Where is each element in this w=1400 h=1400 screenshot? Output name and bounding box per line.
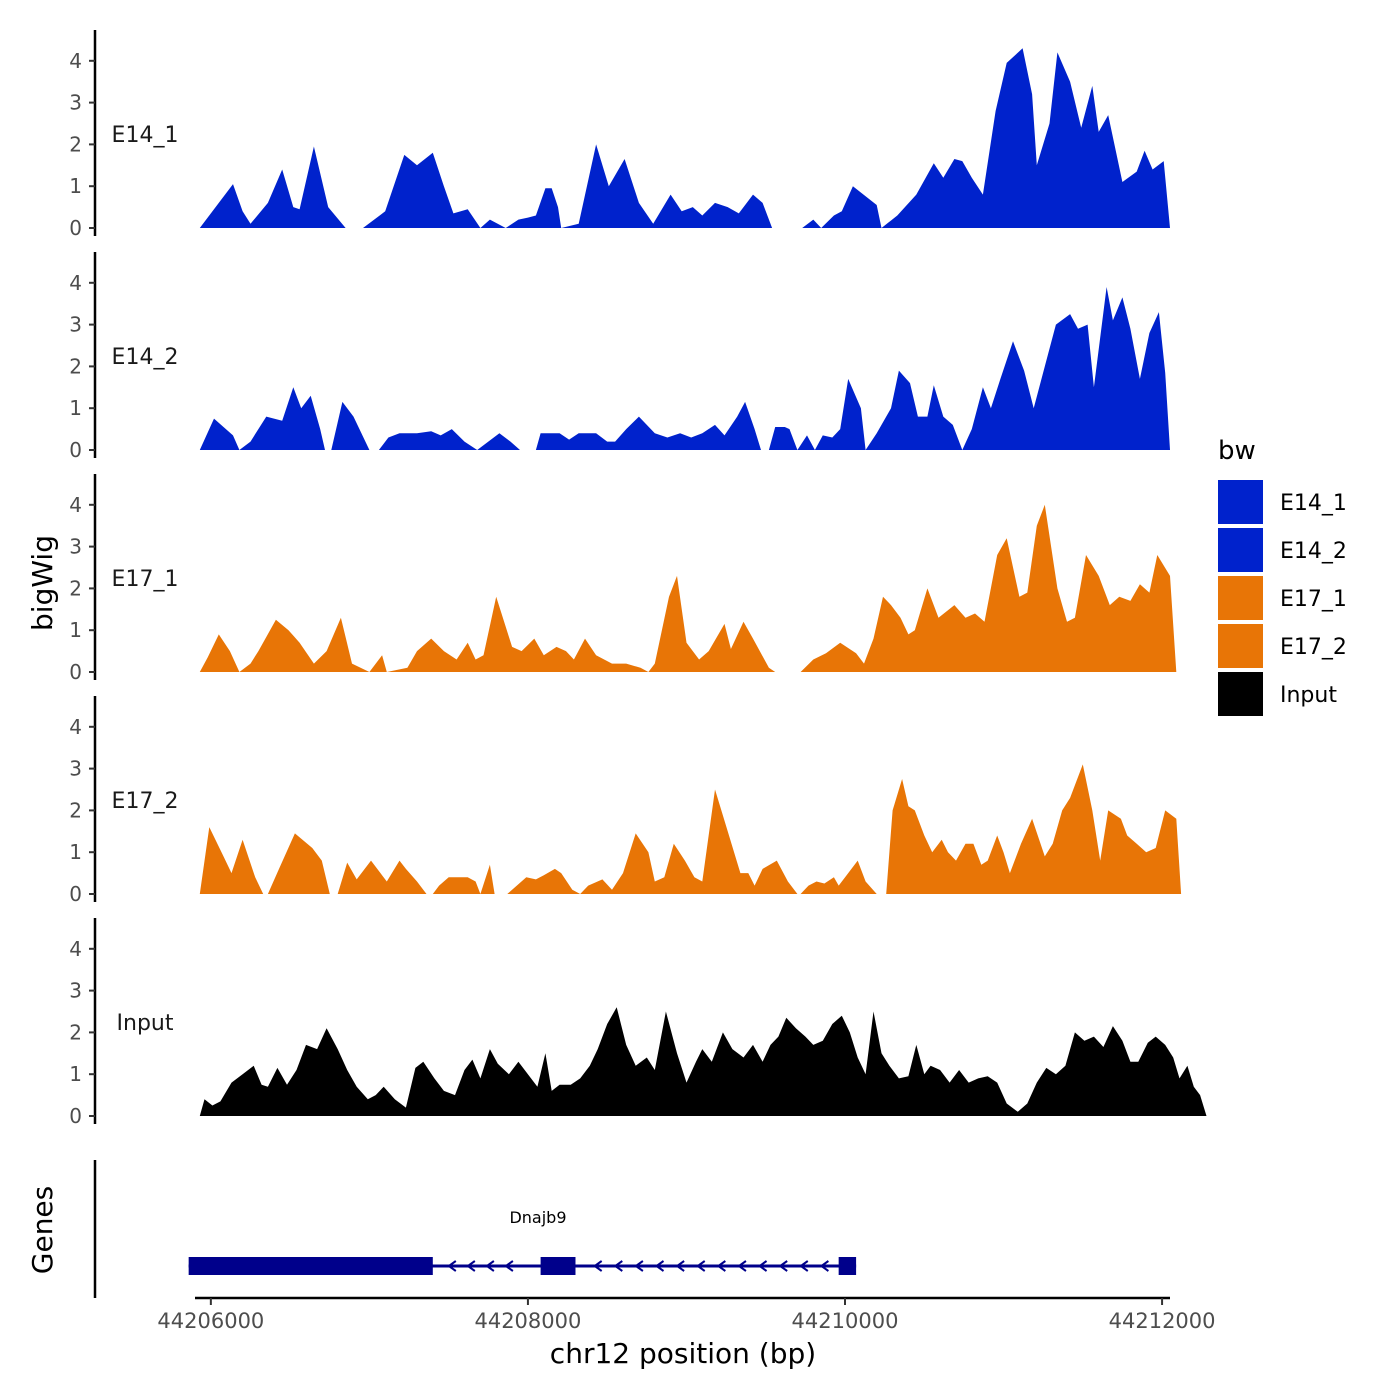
y-tick-label: 1 xyxy=(69,1062,82,1086)
x-tick-label: 44212000 xyxy=(1109,1309,1216,1333)
y-tick-label: 1 xyxy=(69,174,82,198)
y-tick-label: 1 xyxy=(69,840,82,864)
y-tick-label: 4 xyxy=(69,49,82,73)
strand-arrow xyxy=(592,1260,603,1272)
track-panel-E14_2: 0 1 2 3 4 E14_2 xyxy=(69,252,1171,462)
y-tick-label: 1 xyxy=(69,618,82,642)
legend: bw E14_1 E14_2 E17_1 E17_2 Input xyxy=(1218,436,1347,716)
coverage-area-E14_2 xyxy=(199,287,1171,450)
strand-arrow xyxy=(466,1260,476,1272)
strand-arrow xyxy=(485,1260,495,1272)
track-panel-E17_2: 0 1 2 3 4 E17_2 xyxy=(69,696,1182,906)
y-tick-label: 2 xyxy=(69,132,82,156)
track-label: Input xyxy=(117,1011,174,1036)
strand-arrow xyxy=(447,1260,457,1272)
y-tick-label: 2 xyxy=(69,576,82,600)
y-tick-label: 0 xyxy=(69,216,82,240)
legend-label: E14_1 xyxy=(1280,491,1347,516)
legend-swatch xyxy=(1218,528,1263,572)
legend-item-E14_2: E14_2 xyxy=(1218,528,1347,572)
coverage-area-E17_2 xyxy=(199,764,1182,894)
legend-swatch xyxy=(1218,624,1263,668)
gene-exon xyxy=(540,1257,576,1275)
legend-item-Input: Input xyxy=(1218,672,1337,716)
strand-arrow xyxy=(799,1260,809,1272)
track-label: E14_2 xyxy=(112,345,179,370)
coverage-area-E14_1 xyxy=(199,48,1171,228)
gene-name-label: Dnajb9 xyxy=(509,1208,566,1227)
y-tick-label: 0 xyxy=(69,660,82,684)
legend-swatch xyxy=(1218,480,1263,524)
legend-item-E14_1: E14_1 xyxy=(1218,480,1347,524)
strand-arrow xyxy=(819,1260,829,1272)
strand-arrow xyxy=(737,1260,747,1272)
strand-arrow xyxy=(654,1260,665,1272)
gene-exon xyxy=(188,1257,433,1275)
gene-track-label: Genes xyxy=(26,1186,59,1274)
strand-arrow xyxy=(504,1260,514,1272)
y-tick-label: 0 xyxy=(69,882,82,906)
strand-arrow xyxy=(675,1260,685,1272)
track-panels: 0 1 2 3 4 E14_1 0 1 2 3 4 E14_2 0 1 2 3 4 E17_1 0 1 2 3 4 E17_2… xyxy=(69,30,1207,1128)
x-tick-label: 44208000 xyxy=(474,1309,581,1333)
legend-label: Input xyxy=(1280,683,1337,708)
legend-swatch xyxy=(1218,672,1263,716)
x-axis: 44206000 44208000 44210000 44212000 xyxy=(157,1296,1216,1333)
track-label: E14_1 xyxy=(112,123,179,148)
strand-arrow xyxy=(696,1260,706,1272)
track-label: E17_2 xyxy=(112,789,179,814)
y-tick-label: 0 xyxy=(69,1104,82,1128)
legend-label: E17_1 xyxy=(1280,587,1347,612)
y-tick-label: 3 xyxy=(69,757,82,781)
track-label: E17_1 xyxy=(112,567,179,592)
y-tick-label: 3 xyxy=(69,313,82,337)
legend-item-E17_2: E17_2 xyxy=(1218,624,1347,668)
y-tick-label: 2 xyxy=(69,354,82,378)
y-tick-label: 1 xyxy=(69,396,82,420)
y-tick-label: 4 xyxy=(69,271,82,295)
y-tick-label: 4 xyxy=(69,493,82,517)
legend-title: bw xyxy=(1218,436,1256,466)
x-tick-label: 44206000 xyxy=(157,1309,264,1333)
y-tick-label: 4 xyxy=(69,937,82,961)
y-tick-label: 0 xyxy=(69,438,82,462)
coverage-area-Input xyxy=(199,1007,1207,1116)
legend-swatch xyxy=(1218,576,1263,620)
y-tick-label: 3 xyxy=(69,91,82,115)
y-tick-label: 3 xyxy=(69,535,82,559)
track-panel-E17_1: 0 1 2 3 4 E17_1 xyxy=(69,474,1177,684)
y-tick-label: 2 xyxy=(69,798,82,822)
strand-arrow xyxy=(613,1260,623,1272)
strand-arrow xyxy=(716,1260,726,1272)
legend-label: E17_2 xyxy=(1280,635,1347,660)
legend-items: E14_1 E14_2 E17_1 E17_2 Input xyxy=(1218,480,1347,716)
strand-arrow xyxy=(778,1260,788,1272)
gene-track: Dnajb9 xyxy=(93,1160,857,1298)
legend-label: E14_2 xyxy=(1280,539,1347,564)
strand-arrow xyxy=(634,1260,644,1272)
y-tick-label: 2 xyxy=(69,1020,82,1044)
track-panel-E14_1: 0 1 2 3 4 E14_1 xyxy=(69,30,1171,240)
x-axis-title: chr12 position (bp) xyxy=(550,1337,816,1370)
gene-exon xyxy=(838,1257,857,1275)
y-tick-label: 4 xyxy=(69,715,82,739)
x-tick-label: 44210000 xyxy=(792,1309,899,1333)
y-tick-label: 3 xyxy=(69,979,82,1003)
y-axis-title: bigWig xyxy=(26,535,59,631)
strand-arrow xyxy=(757,1260,768,1272)
legend-item-E17_1: E17_1 xyxy=(1218,576,1347,620)
track-panel-Input: 0 1 2 3 4 Input xyxy=(69,918,1207,1128)
coverage-area-E17_1 xyxy=(199,504,1177,672)
